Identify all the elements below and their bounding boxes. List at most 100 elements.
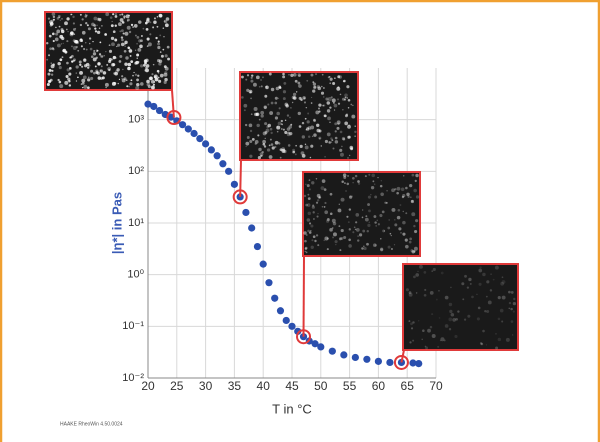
speckle: [324, 201, 327, 205]
x-tick-label: 30: [199, 379, 213, 393]
speckle: [301, 154, 306, 158]
speckle: [276, 130, 279, 133]
speckle: [340, 197, 345, 202]
speckle: [250, 97, 252, 100]
speckle: [316, 215, 319, 218]
speckle: [312, 204, 315, 207]
speckle: [96, 24, 98, 27]
speckle: [87, 86, 90, 90]
point: [178, 121, 187, 129]
speckle: [86, 24, 89, 27]
speckle: [408, 320, 411, 323]
point: [253, 242, 262, 251]
speckle: [155, 36, 158, 40]
speckle: [152, 63, 155, 66]
speckle: [128, 85, 131, 88]
speckle: [351, 195, 353, 198]
speckle: [287, 144, 291, 147]
speckle: [284, 119, 287, 122]
speckle: [112, 13, 115, 16]
speckle: [332, 101, 335, 104]
speckle: [288, 74, 290, 76]
speckle: [329, 121, 331, 123]
speckle: [262, 139, 266, 144]
speckle: [74, 39, 78, 44]
speckle: [281, 147, 286, 152]
speckle: [145, 19, 150, 23]
speckle: [318, 103, 322, 107]
speckle: [412, 339, 415, 342]
speckle: [309, 156, 312, 159]
speckle: [371, 173, 376, 178]
speckle: [79, 70, 83, 75]
speckle: [508, 307, 510, 310]
speckle: [79, 13, 82, 16]
speckle: [307, 112, 310, 115]
speckle: [357, 239, 360, 242]
speckle: [127, 66, 131, 71]
speckle: [302, 96, 306, 100]
speckle: [157, 42, 161, 46]
speckle: [163, 20, 166, 23]
speckle: [390, 234, 393, 237]
speckle: [351, 114, 356, 119]
speckle: [345, 113, 349, 116]
speckle: [438, 289, 440, 292]
speckle: [126, 25, 131, 30]
speckle: [94, 27, 97, 30]
y-axis-label: |η*| in Pas: [109, 192, 124, 254]
speckle: [305, 183, 307, 186]
speckle: [130, 60, 134, 64]
speckle: [270, 131, 273, 135]
speckle: [304, 117, 307, 120]
speckle: [494, 265, 499, 270]
speckle: [318, 110, 321, 113]
speckle: [320, 91, 325, 95]
point: [242, 208, 250, 217]
speckle: [411, 173, 415, 177]
speckle: [79, 38, 83, 41]
speckle: [163, 80, 167, 84]
speckle: [297, 111, 301, 116]
speckle: [304, 250, 306, 253]
speckle: [362, 209, 364, 211]
speckle: [266, 148, 271, 152]
speckle: [410, 322, 413, 326]
speckle: [352, 104, 354, 107]
speckle: [410, 249, 414, 253]
speckle: [334, 122, 338, 126]
speckle: [427, 328, 431, 333]
speckle: [476, 317, 480, 321]
point: [144, 100, 152, 108]
speckle: [255, 75, 260, 80]
speckle: [305, 106, 308, 109]
speckle: [159, 51, 162, 53]
speckle: [337, 75, 341, 79]
speckle: [72, 22, 75, 25]
speckle: [334, 130, 337, 133]
speckle: [269, 111, 274, 115]
speckle: [367, 203, 371, 207]
speckle: [48, 34, 52, 38]
speckle: [318, 136, 322, 140]
speckle: [344, 93, 348, 98]
speckle: [121, 38, 124, 42]
speckle: [327, 218, 329, 220]
speckle: [370, 193, 372, 196]
speckle: [85, 13, 87, 15]
speckle: [330, 137, 333, 140]
speckle: [394, 219, 396, 221]
speckle: [121, 21, 125, 24]
speckle: [152, 26, 155, 29]
speckle: [394, 188, 397, 191]
speckle: [350, 103, 353, 106]
speckle: [358, 233, 363, 237]
speckle: [311, 205, 315, 209]
speckle: [156, 69, 160, 73]
speckle: [263, 145, 267, 148]
speckle: [149, 76, 153, 81]
speckle: [346, 156, 350, 159]
speckle: [98, 53, 102, 56]
speckle: [478, 282, 482, 286]
speckle: [81, 65, 84, 68]
